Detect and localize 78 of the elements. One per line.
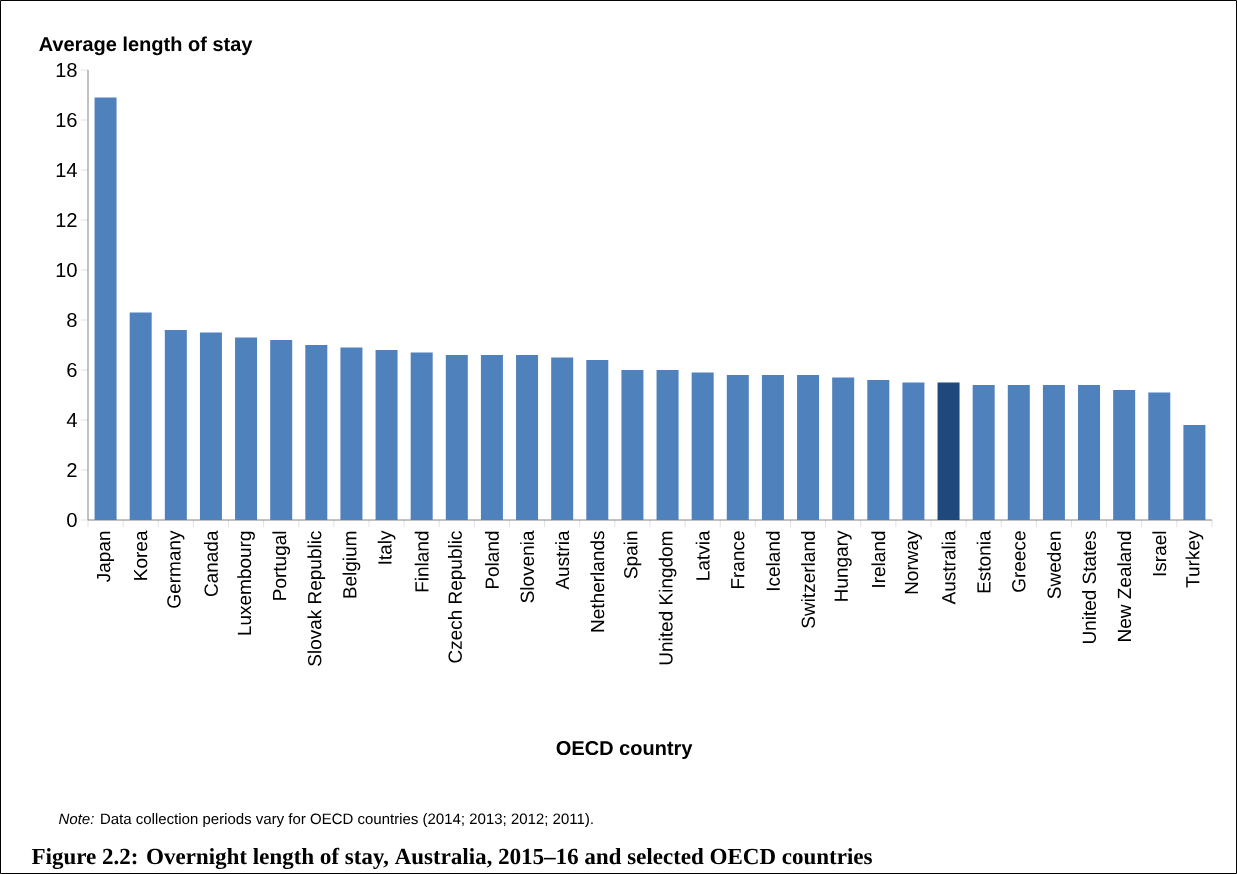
bar (1042, 385, 1065, 520)
x-tick-label: Czech Republic (447, 531, 466, 663)
bar (410, 352, 433, 520)
y-tick-label: 0 (67, 512, 77, 528)
bar (94, 97, 117, 520)
x-tick-label: Belgium (342, 531, 361, 598)
y-tick-label: 12 (56, 213, 77, 227)
x-tick-label: United States (1082, 531, 1097, 644)
bar (832, 377, 855, 520)
x-tick-label: Italy (377, 530, 396, 564)
x-tick-label: Japan (97, 531, 115, 582)
bar (621, 370, 644, 520)
x-tick-label: Slovenia (520, 530, 535, 603)
y-tick-label: 4 (66, 413, 77, 427)
bar (1148, 392, 1171, 520)
bar (902, 382, 925, 520)
bar (516, 355, 539, 520)
bar (235, 337, 258, 520)
text: Note: Data collection periods vary for OECD countries (2014; 2013; 2012; 2011). (58, 813, 593, 828)
x-tick-label: Iceland (765, 531, 780, 591)
bar (937, 382, 960, 520)
bar (305, 345, 328, 520)
x-tick-label: Latvia (695, 530, 710, 580)
bar (164, 330, 187, 520)
bar (445, 355, 468, 520)
x-tick-label: Sweden (1046, 531, 1061, 599)
x-tick-label: Germany (167, 530, 185, 608)
bar (375, 350, 398, 520)
x-tick-label: Poland (484, 531, 499, 589)
bar (797, 375, 820, 520)
x-tick-label: Luxembourg (237, 531, 255, 635)
x-axis-title: OECD country (556, 740, 693, 760)
bar (199, 332, 222, 520)
bar (129, 312, 152, 520)
x-tick-label: Ireland (871, 531, 886, 587)
y-tick-label: 2 (67, 463, 77, 477)
y-tick-label: 14 (56, 163, 77, 177)
bar (691, 372, 714, 520)
x-tick-label: Netherlands (590, 531, 605, 632)
bar (867, 380, 890, 520)
x-tick-label: Greece (1012, 531, 1026, 592)
y-tick-label: 10 (56, 262, 77, 278)
bar (340, 347, 363, 520)
x-tick-label: Australia (941, 530, 956, 605)
x-tick-label: Slovak Republic (307, 531, 326, 666)
bar (761, 375, 784, 520)
y-tick-label: 8 (67, 312, 77, 328)
x-tick-label: Canada (203, 530, 218, 597)
x-tick-label: Austria (555, 530, 570, 590)
bar (270, 340, 293, 520)
x-tick-label: Norway (904, 530, 922, 594)
bar (1183, 425, 1206, 520)
x-tick-label: Portugal (272, 531, 291, 600)
y-axis-title: Average length of stay (39, 36, 253, 56)
y-tick-label: 18 (56, 62, 77, 78)
x-tick-label: France (731, 531, 745, 589)
x-tick-label: Switzerland (801, 531, 816, 628)
x-tick-label: Spain (623, 531, 642, 579)
bar (972, 385, 995, 520)
bar (551, 357, 574, 520)
x-tick-label: New Zealand (1117, 531, 1132, 641)
y-tick-label: 6 (67, 362, 77, 378)
y-tick-label: 16 (56, 112, 77, 128)
bar (1078, 385, 1101, 520)
x-tick-label: Finland (414, 531, 429, 592)
bar (480, 355, 503, 520)
bar (656, 370, 679, 520)
x-tick-label: Israel (1152, 531, 1167, 576)
bar (1007, 385, 1030, 520)
x-tick-label: United Kingdom (658, 531, 677, 665)
x-tick-label: Hungary (834, 530, 852, 601)
x-tick-label: Korea (134, 530, 148, 580)
bar (1113, 390, 1136, 520)
x-tick-label: Estonia (976, 530, 991, 593)
bar (586, 360, 609, 520)
text: Figure 2.2: Overnight length of stay, Australia, 2015–16 and selected OECD countries (31, 847, 872, 870)
bar (726, 375, 749, 520)
x-tick-label: Turkey (1185, 530, 1204, 588)
